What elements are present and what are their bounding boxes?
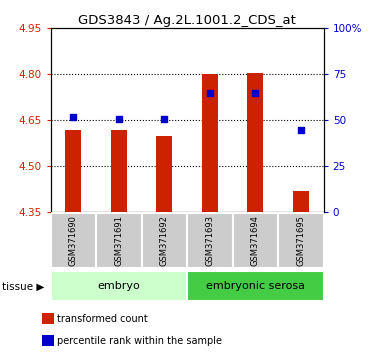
- Point: [116, 116, 122, 121]
- Title: GDS3843 / Ag.2L.1001.2_CDS_at: GDS3843 / Ag.2L.1001.2_CDS_at: [78, 14, 296, 27]
- Text: transformed count: transformed count: [57, 314, 148, 324]
- Text: embryo: embryo: [98, 281, 140, 291]
- Text: GSM371691: GSM371691: [114, 215, 124, 266]
- Text: GSM371694: GSM371694: [251, 215, 260, 266]
- Bar: [293, 191, 309, 212]
- Point: [298, 127, 304, 132]
- Bar: [51, 213, 96, 268]
- Text: GSM371692: GSM371692: [160, 215, 169, 266]
- Bar: [42, 335, 54, 346]
- Bar: [96, 213, 142, 268]
- Bar: [66, 130, 82, 212]
- Bar: [42, 313, 54, 324]
- Bar: [156, 136, 172, 212]
- Bar: [278, 213, 324, 268]
- Text: embryonic serosa: embryonic serosa: [206, 281, 305, 291]
- Bar: [233, 213, 278, 268]
- Bar: [111, 130, 127, 212]
- Point: [161, 116, 168, 121]
- Point: [207, 90, 213, 96]
- Text: GSM371690: GSM371690: [69, 215, 78, 266]
- Point: [70, 114, 76, 120]
- Text: GSM371695: GSM371695: [296, 215, 305, 266]
- Text: tissue ▶: tissue ▶: [2, 282, 44, 292]
- Point: [252, 90, 259, 96]
- Bar: [187, 271, 324, 301]
- Text: GSM371693: GSM371693: [206, 215, 214, 266]
- Bar: [202, 74, 218, 212]
- Bar: [51, 271, 187, 301]
- Bar: [187, 213, 233, 268]
- Text: percentile rank within the sample: percentile rank within the sample: [57, 336, 222, 346]
- Bar: [248, 73, 263, 212]
- Bar: [142, 213, 187, 268]
